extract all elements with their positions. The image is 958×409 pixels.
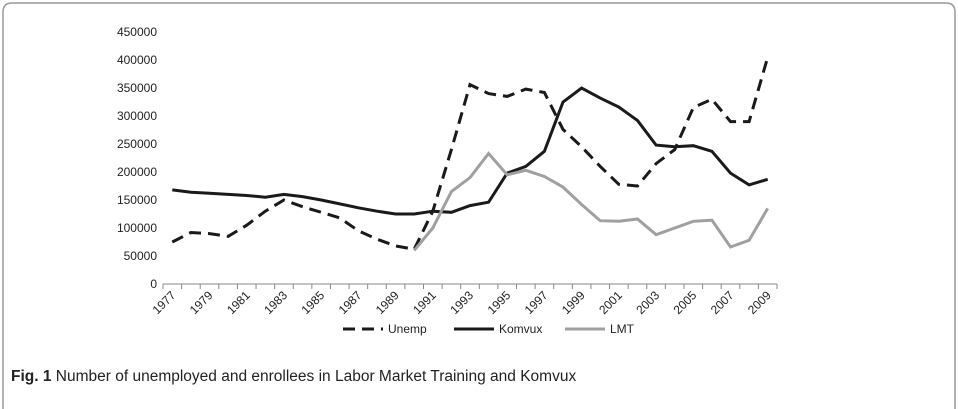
y-tick-label: 350000 [117, 81, 157, 95]
x-tick-label: 1999 [559, 288, 588, 317]
y-tick-label: 50000 [124, 249, 158, 263]
x-tick-label: 1979 [187, 288, 216, 317]
caption-text: Number of unemployed and enrollees in La… [55, 368, 577, 385]
x-tick-label: 1983 [261, 288, 290, 317]
x-tick-label: 1989 [373, 288, 402, 317]
legend-label: LMT [610, 322, 635, 336]
x-tick-label: 1981 [224, 288, 253, 317]
x-tick-label: 1985 [298, 288, 327, 317]
x-tick-label: 2009 [745, 288, 774, 317]
x-tick-label: 2007 [708, 288, 737, 317]
y-tick-label: 450000 [117, 25, 157, 39]
caption-label: Fig. 1 [11, 368, 52, 385]
x-tick-label: 2003 [633, 288, 662, 317]
legend-label: Komvux [499, 322, 542, 336]
caption: Fig. 1 Number of unemployed and enrollee… [11, 368, 576, 386]
x-tick-label: 1977 [150, 288, 179, 317]
x-tick-label: 2001 [596, 288, 625, 317]
x-tick-label: 1995 [485, 288, 514, 317]
line-series [172, 86, 769, 216]
x-tick-label: 1987 [336, 288, 365, 317]
y-tick-label: 300000 [117, 109, 157, 123]
x-tick-label: 1991 [410, 288, 439, 317]
legend-label: Unemp [388, 322, 427, 336]
y-tick-label: 100000 [117, 221, 157, 235]
line-series [413, 151, 769, 252]
x-tick-label: 2005 [671, 288, 700, 317]
x-tick-label: 1993 [447, 288, 476, 317]
x-tick-label: 1997 [522, 288, 551, 317]
line-series [171, 56, 770, 251]
y-tick-label: 400000 [117, 53, 157, 67]
y-tick-label: 200000 [117, 165, 157, 179]
y-tick-label: 150000 [117, 193, 157, 207]
y-tick-label: 250000 [117, 137, 157, 151]
y-tick-label: 0 [150, 277, 157, 291]
